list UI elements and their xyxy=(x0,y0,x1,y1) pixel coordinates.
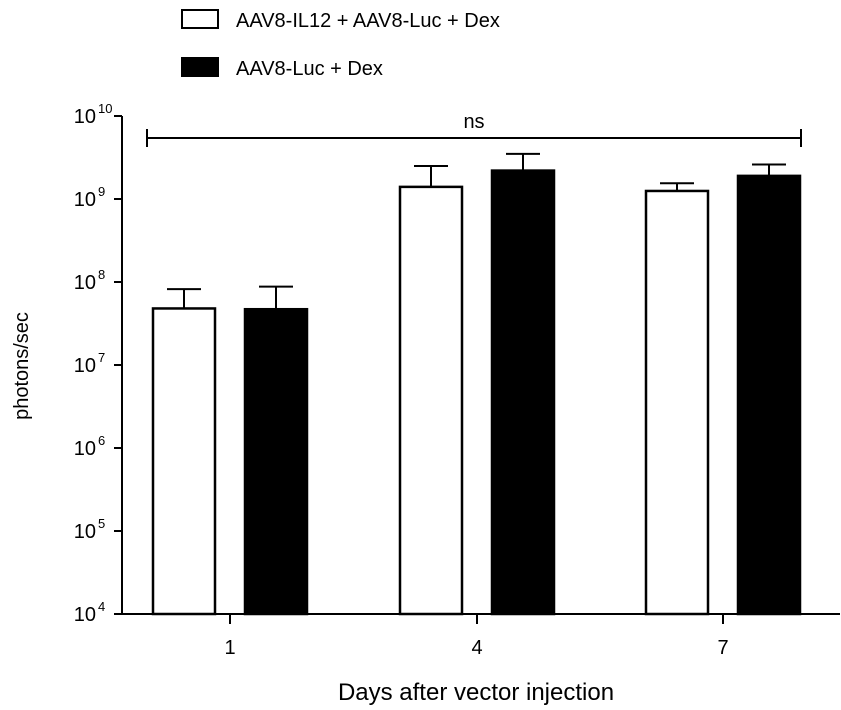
x-axis-label: Days after vector injection xyxy=(338,679,614,706)
x-tick-label: 4 xyxy=(471,637,482,659)
y-tick-exponent: 10 xyxy=(98,101,112,116)
y-tick-exponent: 8 xyxy=(98,267,105,282)
legend-label-2: AAV8-Luc + Dex xyxy=(236,58,383,80)
bar-day7-series2 xyxy=(736,174,802,616)
bar-day7-series1 xyxy=(644,189,710,616)
y-axis-label: photons/sec xyxy=(11,312,33,420)
legend-swatch-2 xyxy=(181,57,219,77)
y-tick-exponent: 4 xyxy=(98,599,105,614)
bar-day1-series2 xyxy=(243,307,309,616)
y-tick-label: 10 xyxy=(74,189,96,211)
y-tick-exponent: 9 xyxy=(98,184,105,199)
y-tick-exponent: 6 xyxy=(98,433,105,448)
legend-swatch-1 xyxy=(181,9,219,29)
y-tick-label: 10 xyxy=(74,355,96,377)
bar-day4-series2 xyxy=(490,169,556,616)
significance-label: ns xyxy=(463,111,484,133)
axis-labels: photons/sec Days after vector injection xyxy=(11,312,614,706)
bars xyxy=(151,152,802,616)
legend: AAV8-IL12 + AAV8-Luc + Dex AAV8-Luc + Dex xyxy=(181,9,500,80)
x-tick-label: 7 xyxy=(717,637,728,659)
bar-day4-series1 xyxy=(398,185,464,616)
y-tick-exponent: 7 xyxy=(98,350,105,365)
y-tick-label: 10 xyxy=(74,438,96,460)
y-tick-label: 10 xyxy=(74,604,96,626)
y-tick-label: 10 xyxy=(74,272,96,294)
y-tick-label: 10 xyxy=(74,106,96,128)
legend-label-1: AAV8-IL12 + AAV8-Luc + Dex xyxy=(236,10,500,32)
significance-annotation: ns xyxy=(146,111,802,147)
y-tick-label: 10 xyxy=(74,521,96,543)
x-tick-label: 1 xyxy=(224,637,235,659)
y-tick-exponent: 5 xyxy=(98,516,105,531)
bar-day1-series1 xyxy=(151,307,217,616)
